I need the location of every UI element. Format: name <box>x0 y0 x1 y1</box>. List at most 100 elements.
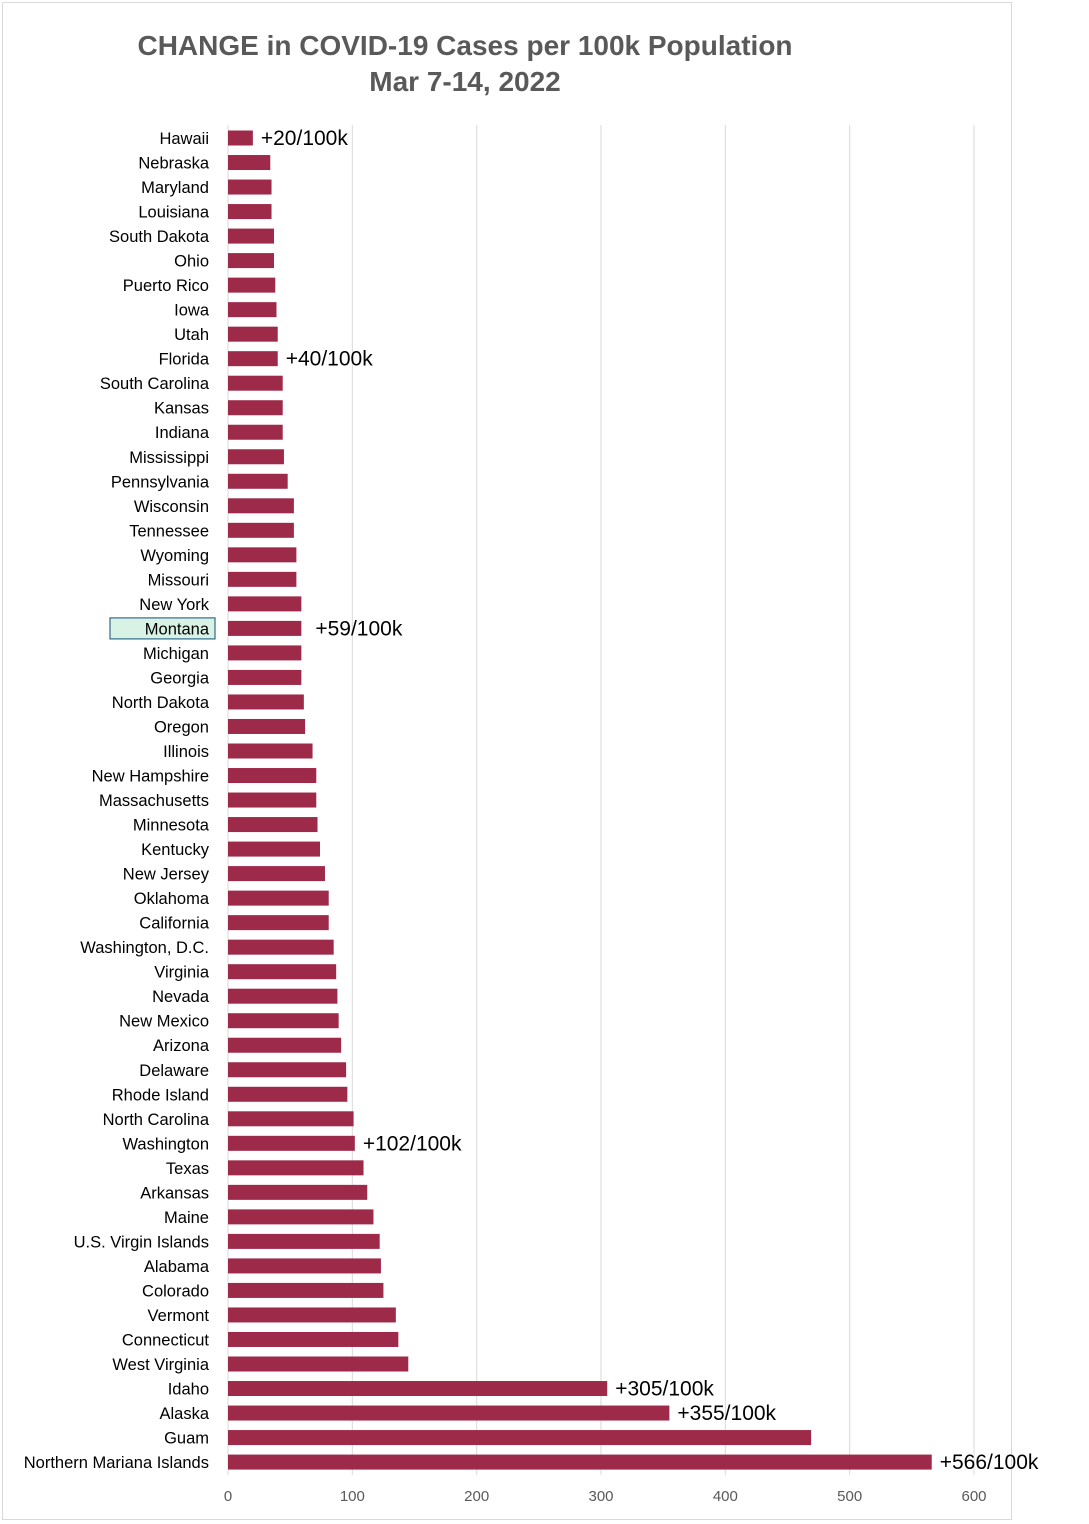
bars <box>228 130 932 1470</box>
bar <box>228 939 334 955</box>
bar <box>228 1356 409 1372</box>
category-label: Tennessee <box>129 522 209 540</box>
category-label: Wyoming <box>140 547 209 565</box>
bar <box>228 228 275 244</box>
bar <box>228 473 288 489</box>
category-label: Puerto Rico <box>123 277 209 295</box>
bar <box>228 326 278 342</box>
x-tick-label: 100 <box>340 1488 365 1505</box>
bar <box>228 866 325 882</box>
category-label: Maryland <box>141 179 209 197</box>
bar <box>228 669 302 685</box>
category-label: New Jersey <box>123 866 210 884</box>
category-label: Alabama <box>144 1258 210 1276</box>
value-annotation: +59/100k <box>315 617 402 640</box>
bar <box>228 179 272 195</box>
bar <box>228 155 271 171</box>
bar <box>228 792 317 808</box>
bar <box>228 890 329 906</box>
category-label: Washington, D.C. <box>80 939 209 957</box>
bar <box>228 375 283 391</box>
category-label: Mississippi <box>129 449 209 467</box>
bar <box>228 1209 374 1225</box>
category-label: U.S. Virgin Islands <box>74 1233 209 1251</box>
category-label: Arizona <box>153 1037 210 1055</box>
category-label: Montana <box>145 620 210 638</box>
category-label: Michigan <box>143 645 209 663</box>
category-label: Iowa <box>174 302 210 320</box>
category-label: Utah <box>174 326 209 344</box>
bar <box>228 498 294 514</box>
bar <box>228 351 278 367</box>
category-label: Guam <box>164 1430 209 1448</box>
bar <box>228 253 275 269</box>
category-label: Colorado <box>142 1282 209 1300</box>
x-tick-label: 200 <box>464 1488 489 1505</box>
bar <box>228 988 338 1004</box>
x-tick-label: 500 <box>837 1488 862 1505</box>
category-label: Massachusetts <box>99 792 209 810</box>
category-label: South Carolina <box>100 375 210 393</box>
category-label: New Mexico <box>119 1013 209 1031</box>
category-label: Oregon <box>154 718 209 736</box>
category-label: New York <box>139 596 209 614</box>
bar <box>228 1111 354 1127</box>
category-label: Wisconsin <box>134 498 209 516</box>
bar <box>228 768 317 784</box>
category-label: Pennsylvania <box>111 473 210 491</box>
x-tick-label: 600 <box>961 1488 986 1505</box>
category-label: Virginia <box>154 964 210 982</box>
bar <box>228 400 283 416</box>
category-label: Northern Mariana Islands <box>24 1454 209 1472</box>
category-label: North Carolina <box>103 1111 210 1129</box>
value-annotation: +102/100k <box>363 1132 462 1155</box>
bar <box>228 547 297 563</box>
x-tick-label: 300 <box>588 1488 613 1505</box>
category-label: Arkansas <box>140 1184 209 1202</box>
bar <box>228 1331 399 1347</box>
highlight-box <box>109 617 216 640</box>
bar <box>228 596 302 612</box>
category-label: Maine <box>164 1209 209 1227</box>
bar <box>228 1454 932 1470</box>
bar <box>228 1135 355 1151</box>
category-label: California <box>139 915 210 933</box>
category-label: Texas <box>166 1160 209 1178</box>
category-label: Alaska <box>159 1405 209 1423</box>
category-label: Washington <box>122 1135 209 1153</box>
bar <box>228 1233 380 1249</box>
category-label: Rhode Island <box>112 1086 209 1104</box>
bar <box>228 645 302 661</box>
category-label: Oklahoma <box>134 890 210 908</box>
value-annotation: +566/100k <box>940 1451 1039 1474</box>
bar <box>228 1037 342 1053</box>
bar <box>228 1258 381 1274</box>
bar <box>228 841 321 857</box>
value-annotation: +355/100k <box>677 1402 776 1425</box>
bar <box>228 571 297 587</box>
bar <box>228 1160 364 1176</box>
bar <box>228 964 337 980</box>
bar <box>228 1430 812 1446</box>
bar <box>228 1013 339 1029</box>
category-label: Vermont <box>148 1307 210 1325</box>
bar <box>228 1307 396 1323</box>
x-tick-label: 0 <box>224 1488 232 1505</box>
category-label: South Dakota <box>109 228 210 246</box>
bar <box>228 915 329 931</box>
category-label: Louisiana <box>138 204 209 222</box>
bar <box>228 522 294 538</box>
bar <box>228 424 283 440</box>
category-label: Illinois <box>163 743 209 761</box>
bar <box>228 718 306 734</box>
category-label: Georgia <box>150 669 210 687</box>
bar <box>228 1086 348 1102</box>
category-label: Nevada <box>152 988 210 1006</box>
bar <box>228 449 284 465</box>
category-label: Nebraska <box>138 155 209 173</box>
category-label: Missouri <box>148 571 209 589</box>
bar <box>228 743 313 759</box>
chart-area <box>2 2 1012 1520</box>
category-label: Kansas <box>154 400 209 418</box>
